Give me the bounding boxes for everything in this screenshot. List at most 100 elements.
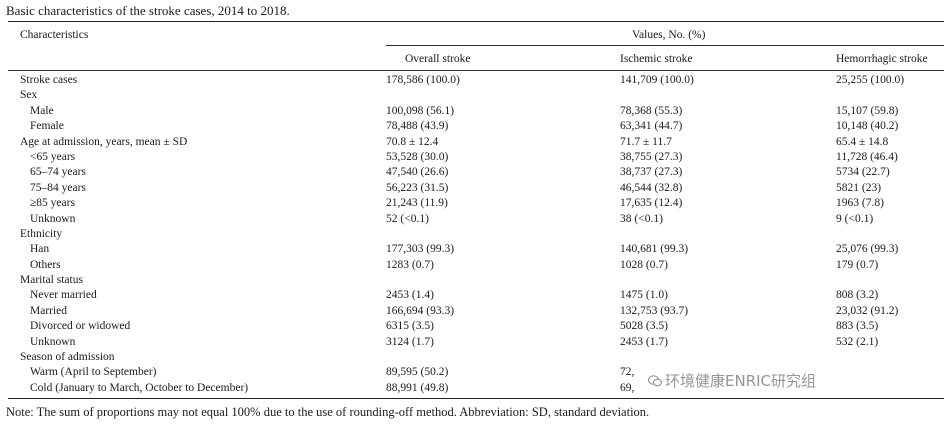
cell-overall: 21,243 (11.9) [386, 197, 448, 210]
table-row: Stroke cases 178,586 (100.0) 141,709 (100.… [0, 73, 952, 88]
table-row: Han 177,303 (99.3) 140,681 (99.3) 25,076 (9… [0, 242, 952, 257]
bottom-rule [8, 398, 944, 399]
header-ischemic-stroke: Ischemic stroke [620, 53, 693, 65]
cell-overall: 1283 (0.7) [386, 258, 434, 271]
cell-ischemic: 72, [620, 366, 635, 379]
cell-ischemic: 46,544 (32.8) [620, 181, 683, 194]
cell-overall: 78,488 (43.9) [386, 120, 449, 133]
row-label: 75–84 years [30, 181, 86, 194]
cell-ischemic: 1028 (0.7) [620, 258, 668, 271]
cell-ischemic: 63,341 (44.7) [620, 120, 683, 133]
row-label: Ethnicity [20, 227, 63, 240]
table-row: Marital status [0, 273, 952, 288]
cell-overall: 56,223 (31.5) [386, 181, 449, 194]
cell-hemorrhagic: 25,076 (99.3) [836, 243, 899, 256]
table-row: Never married 2453 (1.4) 1475 (1.0) 808 (3.… [0, 288, 952, 303]
cell-ischemic: 78,368 (55.3) [620, 104, 683, 117]
table-row: <65 years 53,528 (30.0) 38,755 (27.3) 11,72… [0, 150, 952, 165]
row-label: Warm (April to September) [30, 366, 157, 379]
watermark-text: 环境健康ENRIC研究组 [665, 372, 817, 390]
cell-hemorrhagic: 15,107 (59.8) [836, 104, 899, 117]
table-row: Divorced or widowed 6315 (3.5) 5028 (3.5) 8… [0, 319, 952, 334]
header-rule [8, 70, 944, 71]
cell-ischemic: 38 (<0.1) [620, 212, 663, 225]
row-label: Never married [30, 289, 97, 302]
table-row: Cold (January to March, October to Decem… [0, 381, 952, 396]
table-row: ≥85 years 21,243 (11.9) 17,635 (12.4) 1963 … [0, 196, 952, 211]
table-row: Married 166,694 (93.3) 132,753 (93.7) 23,03… [0, 304, 952, 319]
row-label: ≥85 years [30, 197, 75, 210]
table-note: Note: The sum of proportions may not equ… [6, 405, 650, 419]
row-label: Marital status [20, 274, 83, 287]
cell-hemorrhagic: 25,255 (100.0) [836, 74, 905, 86]
cell-overall: 53,528 (30.0) [386, 150, 449, 163]
table-caption: Basic characteristics of the stroke case… [6, 3, 290, 18]
cell-overall: 6315 (3.5) [386, 320, 434, 333]
cell-hemorrhagic: 65.4 ± 14.8 [836, 135, 889, 148]
header-values-group: Values, No. (%) [632, 29, 706, 41]
cell-hemorrhagic: 883 (3.5) [836, 320, 879, 333]
cell-ischemic: 5028 (3.5) [620, 320, 668, 333]
wechat-logo-icon [647, 373, 663, 387]
cell-ischemic: 17,635 (12.4) [620, 197, 683, 210]
row-label: Married [30, 304, 68, 317]
row-label: Male [30, 104, 54, 117]
header-overall-stroke: Overall stroke [405, 53, 471, 65]
cell-hemorrhagic: 532 (2.1) [836, 335, 879, 348]
cell-overall: 166,694 (93.3) [386, 304, 455, 317]
table-row: Age at admission, years, mean ± SD 70.8 ±… [0, 135, 952, 150]
table-row: Ethnicity [0, 227, 952, 242]
table-row: Female 78,488 (43.9) 63,341 (44.7) 10,148 (… [0, 119, 952, 134]
table-row: Male 100,098 (56.1) 78,368 (55.3) 15,107 (5… [0, 104, 952, 119]
row-label: Stroke cases [20, 74, 78, 86]
cell-hemorrhagic: 23,032 (91.2) [836, 304, 899, 317]
table-row: 75–84 years 56,223 (31.5) 46,544 (32.8) 582… [0, 181, 952, 196]
top-rule [8, 21, 944, 22]
row-label: Season of admission [20, 351, 115, 364]
cell-hemorrhagic: 1963 (7.8) [836, 197, 884, 210]
row-label: Others [30, 258, 61, 271]
cell-ischemic: 1475 (1.0) [620, 289, 668, 302]
table-body: Stroke cases 178,586 (100.0) 141,709 (100.… [0, 73, 952, 396]
cell-hemorrhagic: 10,148 (40.2) [836, 120, 899, 133]
cell-overall: 3124 (1.7) [386, 335, 434, 348]
header-characteristics: Characteristics [20, 29, 89, 41]
cell-ischemic: 71.7 ± 11.7 [620, 135, 672, 148]
row-label: Sex [20, 89, 38, 102]
cell-overall: 100,098 (56.1) [386, 104, 455, 117]
cell-overall: 178,586 (100.0) [386, 74, 460, 86]
table-row: 65–74 years 47,540 (26.6) 38,737 (27.3) 573… [0, 165, 952, 180]
cell-ischemic: 141,709 (100.0) [620, 74, 694, 86]
cell-overall: 70.8 ± 12.4 [386, 135, 439, 148]
row-label: Age at admission, years, mean ± SD [20, 135, 188, 148]
cell-ischemic: 69, [620, 381, 635, 394]
table-row: Warm (April to September) 89,595 (50.2) 72… [0, 365, 952, 380]
table-row: Season of admission [0, 350, 952, 365]
cell-hemorrhagic: 9 (<0.1) [836, 212, 874, 225]
row-label: Divorced or widowed [30, 320, 131, 333]
cell-hemorrhagic: 179 (0.7) [836, 258, 879, 271]
group-rule [386, 45, 944, 46]
cell-overall: 89,595 (50.2) [386, 366, 449, 379]
cell-overall: 52 (<0.1) [386, 212, 429, 225]
cell-overall: 47,540 (26.6) [386, 166, 449, 179]
cell-ischemic: 2453 (1.7) [620, 335, 668, 348]
row-label: 65–74 years [30, 166, 86, 179]
cell-ischemic: 132,753 (93.7) [620, 304, 689, 317]
watermark: 环境健康ENRIC研究组 [647, 372, 817, 390]
cell-overall: 2453 (1.4) [386, 289, 434, 302]
row-label: <65 years [30, 150, 76, 163]
row-label: Unknown [30, 212, 76, 225]
cell-hemorrhagic: 5734 (22.7) [836, 166, 890, 179]
cell-overall: 88,991 (49.8) [386, 381, 449, 394]
table-row: Unknown 3124 (1.7) 2453 (1.7) 532 (2.1) [0, 335, 952, 350]
row-label: Female [30, 120, 64, 133]
cell-overall: 177,303 (99.3) [386, 243, 455, 256]
row-label: Cold (January to March, October to Decem… [30, 381, 249, 394]
row-label: Unknown [30, 335, 76, 348]
table-row: Unknown 52 (<0.1) 38 (<0.1) 9 (<0.1) [0, 212, 952, 227]
cell-hemorrhagic: 5821 (23) [836, 181, 882, 194]
table-row: Others 1283 (0.7) 1028 (0.7) 179 (0.7) [0, 258, 952, 273]
cell-hemorrhagic: 808 (3.2) [836, 289, 879, 302]
table-row: Sex [0, 88, 952, 103]
